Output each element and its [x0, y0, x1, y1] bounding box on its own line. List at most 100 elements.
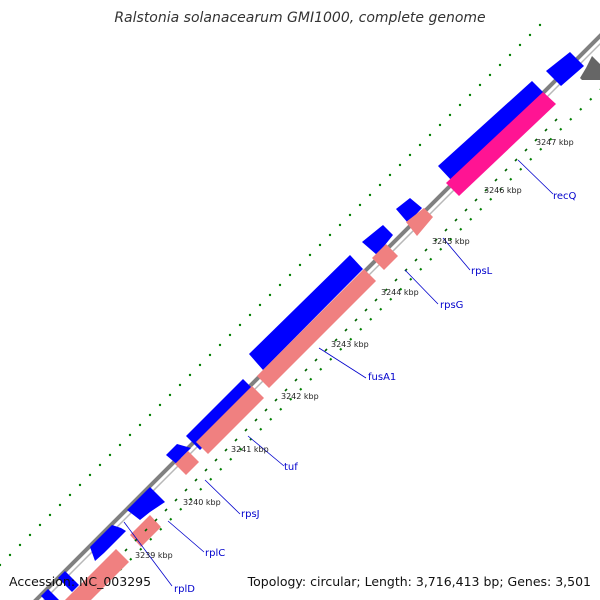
- kbp-label: 3240 kbp: [183, 498, 221, 507]
- cds-block: [127, 487, 165, 520]
- gc-dash: [359, 327, 363, 331]
- gc-dash: [129, 557, 133, 561]
- gc-dash: [139, 547, 143, 551]
- gc-dot: [58, 503, 62, 507]
- gene-block: [257, 269, 376, 388]
- kbp-label: 3246 kbp: [484, 186, 522, 195]
- gc-skew-dots-outer: [0, 23, 542, 567]
- gene-label-rpsG[interactable]: rpsG: [440, 300, 463, 311]
- gc-dot: [508, 53, 512, 57]
- gc-dash: [569, 117, 573, 121]
- kbp-label: 3245 kbp: [432, 237, 470, 246]
- gc-dash: [529, 157, 533, 161]
- gene-block: [372, 244, 398, 270]
- gene-label-recQ[interactable]: recQ: [553, 191, 577, 202]
- gc-dot: [338, 223, 342, 227]
- gc-dash: [509, 177, 513, 181]
- gc-dash: [539, 147, 543, 151]
- gc-dot: [188, 373, 192, 377]
- leader-line: [442, 237, 471, 271]
- gc-dot: [148, 413, 152, 417]
- position-tick: [124, 548, 128, 552]
- gc-dot: [438, 123, 442, 127]
- gene-label-rpsL[interactable]: rpsL: [471, 266, 493, 277]
- gc-dot: [158, 403, 162, 407]
- genome-summary-label: Topology: circular; Length: 3,716,413 bp…: [247, 574, 591, 589]
- gc-dot: [378, 183, 382, 187]
- position-tick: [244, 428, 248, 432]
- gc-dot: [18, 543, 22, 547]
- leader-line: [204, 479, 241, 515]
- recq-gene-block: [446, 92, 556, 196]
- gc-dot: [118, 443, 122, 447]
- leader-line: [517, 159, 554, 195]
- gc-dash: [309, 377, 313, 381]
- accession-label: Accession: NC_003295: [9, 574, 152, 589]
- gc-dash: [439, 247, 443, 251]
- gene-block: [196, 386, 264, 454]
- gc-dot: [198, 363, 202, 367]
- leader-line: [247, 435, 285, 467]
- cds-block: [546, 52, 584, 86]
- gc-dot: [128, 433, 132, 437]
- gc-dash: [559, 127, 563, 131]
- gc-dot: [0, 563, 2, 567]
- position-tick: [334, 338, 338, 342]
- gc-dot: [38, 523, 42, 527]
- gene-label-rpsJ[interactable]: rpsJ: [241, 509, 260, 520]
- cds-block: [41, 589, 59, 600]
- position-tick: [394, 278, 398, 282]
- gc-dash: [349, 337, 353, 341]
- position-tick: [344, 328, 348, 332]
- gc-dash: [469, 217, 473, 221]
- gc-dash: [419, 267, 423, 271]
- gene-labels[interactable]: rplD rplC rpsJ tuf fusA1 rpsG rpsL recQ: [174, 191, 577, 595]
- backbone-gray-feature: [580, 56, 600, 80]
- gc-dash: [179, 507, 183, 511]
- gc-dash: [579, 107, 583, 111]
- gc-dash: [209, 477, 213, 481]
- gc-dash: [149, 537, 153, 541]
- position-ticks: [124, 118, 558, 552]
- kbp-labels: 3239 kbp 3240 kbp 3241 kbp 3242 kbp 3243…: [135, 138, 574, 560]
- gc-dot: [398, 163, 402, 167]
- position-tick: [304, 368, 308, 372]
- cds-block: [58, 571, 79, 592]
- gc-dot: [518, 43, 522, 47]
- gc-dash: [479, 207, 483, 211]
- gc-skew-dots-inner: [119, 88, 600, 571]
- gene-label-rplC[interactable]: rplC: [205, 548, 225, 559]
- gc-dash: [229, 457, 233, 461]
- gc-dot: [488, 73, 492, 77]
- gene-block: [406, 208, 433, 236]
- cds-block: [438, 81, 546, 181]
- cds-block: [249, 255, 363, 370]
- gc-dot: [248, 313, 252, 317]
- position-tick: [484, 188, 488, 192]
- gc-dot: [318, 243, 322, 247]
- gene-label-rplD[interactable]: rplD: [174, 584, 195, 595]
- gc-dash: [199, 487, 203, 491]
- gc-dash: [369, 317, 373, 321]
- position-tick: [534, 138, 538, 142]
- gc-dot: [528, 33, 532, 37]
- gc-dot: [478, 83, 482, 87]
- gene-label-fusA1[interactable]: fusA1: [368, 372, 396, 383]
- gene-leader-lines: [123, 159, 554, 587]
- gc-dot: [458, 103, 462, 107]
- position-tick: [254, 418, 258, 422]
- gc-dash: [239, 447, 243, 451]
- kbp-label: 3243 kbp: [331, 340, 369, 349]
- cds-block: [186, 379, 257, 450]
- kbp-label: 3247 kbp: [536, 138, 574, 147]
- gc-dot: [78, 483, 82, 487]
- kbp-label: 3244 kbp: [381, 288, 419, 297]
- gc-dash: [259, 427, 263, 431]
- position-tick: [514, 158, 518, 162]
- position-tick: [554, 118, 558, 122]
- position-tick: [414, 258, 418, 262]
- position-tick: [264, 408, 268, 412]
- leader-line: [123, 521, 173, 587]
- position-tick: [524, 148, 528, 152]
- gene-label-tuf[interactable]: tuf: [284, 462, 298, 473]
